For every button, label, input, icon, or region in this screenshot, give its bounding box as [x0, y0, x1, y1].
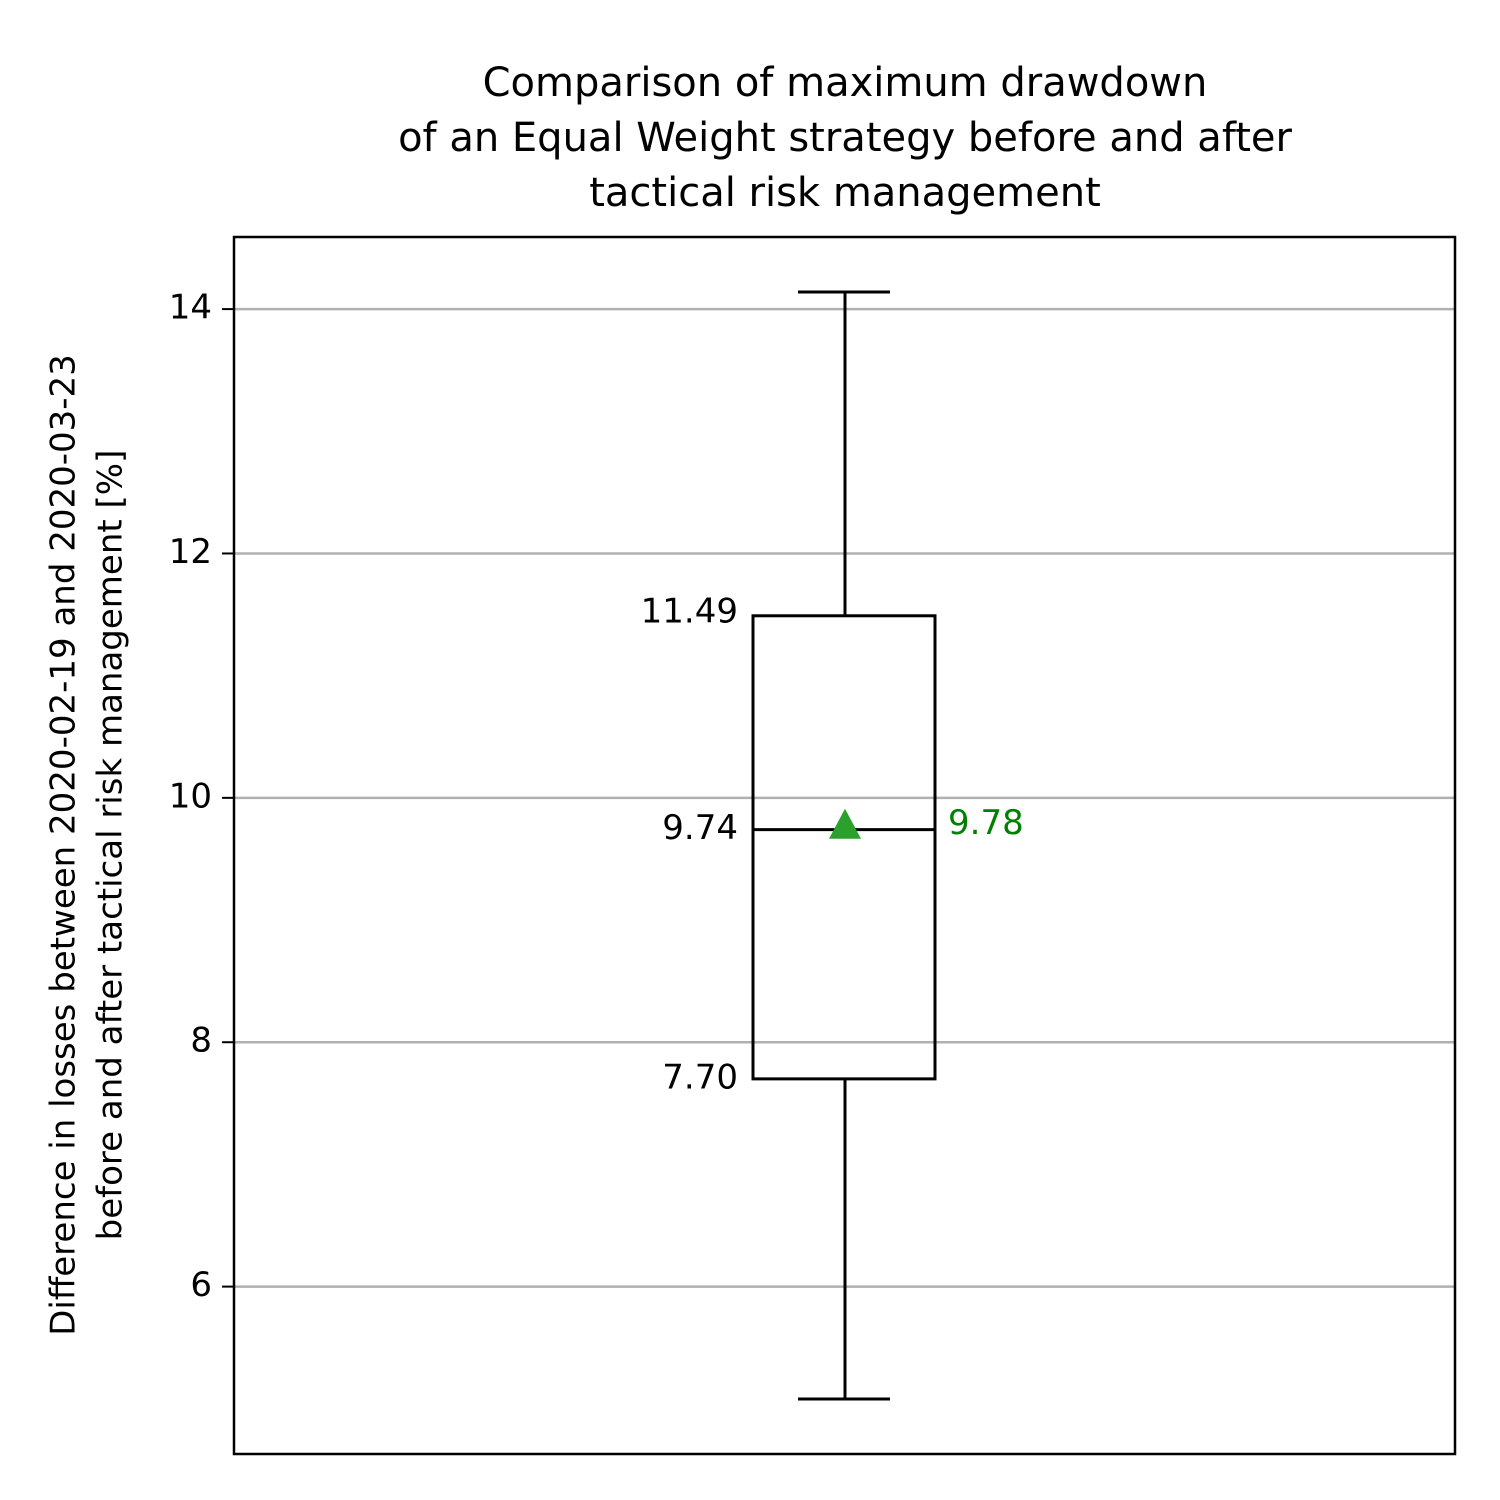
y-tick-label: 8 — [190, 1021, 212, 1061]
box — [751, 614, 937, 1081]
y-tick-label: 10 — [169, 776, 212, 816]
median-label: 9.74 — [662, 808, 738, 848]
y-tick-label: 6 — [190, 1265, 212, 1305]
q3-label: 11.49 — [641, 591, 738, 631]
chart-title: Comparison of maximum drawdown of an Equa… — [398, 60, 1292, 216]
y-axis-label: Difference in losses between 2020-02-19 … — [43, 354, 130, 1336]
plot-frame — [232, 235, 1457, 1456]
y-tick-label: 12 — [169, 532, 212, 572]
q1-label: 7.70 — [662, 1057, 738, 1097]
mean-label: 9.78 — [948, 803, 1024, 843]
y-tick-label: 14 — [169, 288, 212, 328]
mean-marker — [829, 808, 861, 839]
